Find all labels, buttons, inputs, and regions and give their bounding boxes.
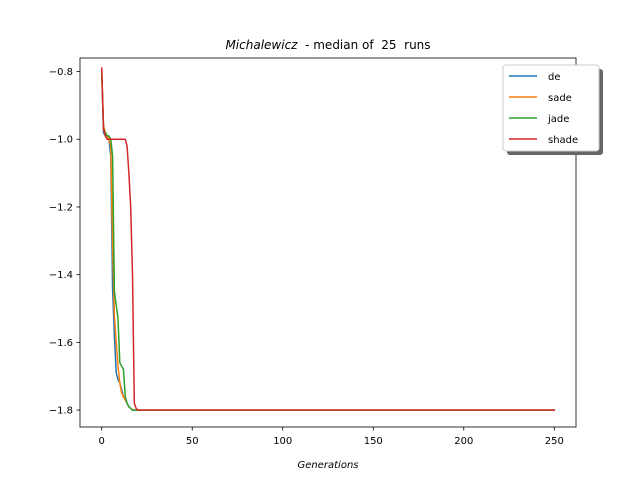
- legend-items: de sade jade shade: [509, 72, 578, 146]
- y-tick-label: −1.0: [49, 135, 73, 146]
- x-tick-label: 50: [186, 436, 199, 447]
- x-tick-label: 250: [545, 436, 564, 447]
- legend-label-shade: shade: [548, 135, 578, 146]
- chart-title: Michalewicz - median of 25 runs: [225, 38, 430, 52]
- chart-title-suffix: - median of 25 runs: [297, 38, 430, 52]
- x-axis-label: Generations: [298, 460, 359, 471]
- plot-frame: [79, 57, 577, 428]
- x-tick-label: 0: [99, 436, 105, 447]
- legend-label-jade: jade: [547, 114, 569, 125]
- legend-label-de: de: [548, 72, 561, 83]
- x-tick-label: 200: [454, 436, 473, 447]
- y-tick-label: −1.8: [49, 406, 73, 417]
- axes-layer: 0 50 100 150 200 250 −0.8 −1.0 −1.2 −1.4 −1.6 −1.8: [49, 57, 577, 447]
- x-tick-label: 100: [273, 436, 292, 447]
- legend-label-sade: sade: [548, 93, 572, 104]
- series-layer: [100, 67, 556, 411]
- legend: de sade jade shade: [502, 64, 603, 155]
- series-line-shade: [100, 67, 556, 411]
- chart-title-function: Michalewicz: [225, 38, 298, 52]
- y-tick-label: −1.4: [49, 270, 73, 281]
- y-tick-label: −0.8: [49, 67, 73, 78]
- legend-frame: [502, 64, 600, 152]
- x-tick-label: 150: [364, 436, 383, 447]
- y-tick-label: −1.6: [49, 338, 73, 349]
- series-line-jade: [100, 70, 556, 411]
- y-tick-label: −1.2: [49, 202, 73, 213]
